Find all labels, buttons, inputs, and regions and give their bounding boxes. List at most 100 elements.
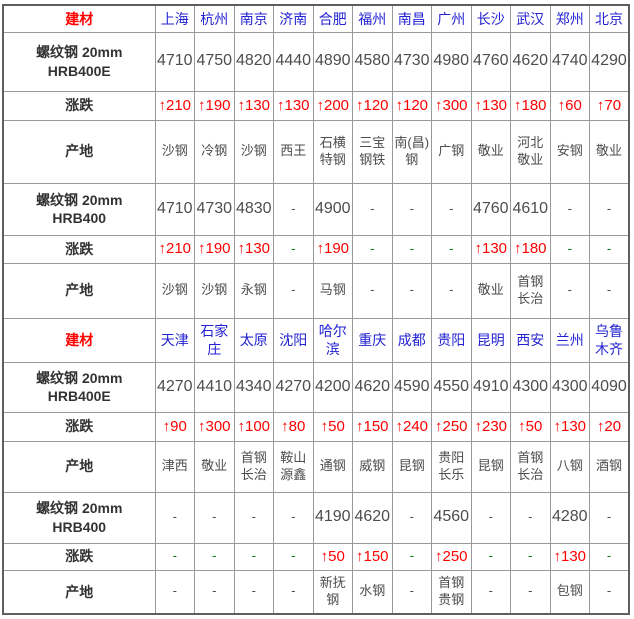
price-cell: 4290 [589, 31, 630, 92]
row-label-cell: 产地 [2, 262, 156, 319]
origin-cell: 首钢长治 [510, 262, 551, 319]
origin-cell: 威钢 [352, 440, 393, 493]
row-label-cell: 涨跌 [2, 542, 156, 571]
price-cell: 4620 [510, 31, 551, 92]
city-header-cell: 郑州 [549, 4, 590, 33]
origin-cell: 包钢 [549, 569, 590, 615]
price-cell: 4830 [233, 182, 274, 236]
origin-cell: 敬业 [470, 262, 511, 319]
city-header-cell: 昆明 [470, 317, 511, 363]
price-cell: - [589, 491, 630, 544]
origin-cell: - [194, 569, 235, 615]
origin-cell: 首钢贵钢 [431, 569, 472, 615]
origin-cell: 马钢 [312, 262, 353, 319]
change-cell: ↑50 [312, 542, 353, 571]
origin-cell: 津西 [154, 440, 195, 493]
city-header-cell: 重庆 [352, 317, 393, 363]
change-cell: ↑80 [273, 411, 314, 442]
change-cell: ↑190 [312, 234, 353, 264]
origin-row: 产地 沙钢 沙钢 永钢 - 马钢 - - - 敬业 首钢长治 - - [2, 262, 630, 319]
origin-cell: 沙钢 [194, 262, 235, 319]
price-cell: 4340 [233, 361, 274, 413]
origin-cell: - [589, 569, 630, 615]
change-cell: - [233, 542, 274, 571]
price-cell: 4740 [549, 31, 590, 92]
price-row: 螺纹钢 20mm HRB400 4710 4730 4830-4900- - -4760 4… [2, 182, 630, 236]
change-cell: ↑250 [431, 411, 472, 442]
change-cell: ↑100 [233, 411, 274, 442]
change-row: 涨跌 ↑210 ↑190 ↑130- ↑190- - - ↑130 ↑180- - [2, 234, 630, 264]
price-cell: - [589, 182, 630, 236]
change-cell: ↑150 [352, 542, 393, 571]
city-header-cell: 西安 [510, 317, 551, 363]
city-header-cell: 广州 [431, 4, 472, 33]
origin-cell: - [273, 262, 314, 319]
change-row: 涨跌 ↑90 ↑300 ↑100 ↑80 ↑50 ↑150 ↑240 ↑250 ↑230 ↑50 ↑1… [2, 411, 630, 442]
change-cell: ↑210 [154, 90, 195, 121]
origin-cell: 石横特钢 [312, 119, 353, 184]
price-cell: - [470, 491, 511, 544]
change-cell: - [589, 542, 630, 571]
price-cell: 4750 [194, 31, 235, 92]
city-header-cell: 上海 [154, 4, 195, 33]
origin-cell: 通钢 [312, 440, 353, 493]
price-cell: 4980 [431, 31, 472, 92]
price-cell: - [510, 491, 551, 544]
steel-price-table: 建材 上海 杭州 南京 济南 合肥 福州 南昌 广州 长沙 武汉 郑州 北京 螺纹钢 20mm HRB40… [2, 4, 630, 615]
origin-cell: 安钢 [549, 119, 590, 184]
origin-cell: 首钢长治 [233, 440, 274, 493]
material-header-cell: 建材 [2, 4, 156, 33]
row-label-cell: 产地 [2, 569, 156, 615]
origin-cell: 南(昌)钢 [391, 119, 432, 184]
origin-cell: 广钢 [431, 119, 472, 184]
change-cell: - [352, 234, 393, 264]
origin-cell: 八钢 [549, 440, 590, 493]
material-header-cell: 建材 [2, 317, 156, 363]
city-header-cell: 长沙 [470, 4, 511, 33]
price-cell: - [391, 491, 432, 544]
change-cell: ↑150 [352, 411, 393, 442]
change-cell: ↑130 [273, 90, 314, 121]
price-cell: 4820 [233, 31, 274, 92]
origin-cell: 沙钢 [154, 119, 195, 184]
change-cell: - [391, 542, 432, 571]
change-cell: - [470, 542, 511, 571]
price-cell: - [352, 182, 393, 236]
price-cell: 4090 [589, 361, 630, 413]
row-label-cell: 产地 [2, 119, 156, 184]
price-cell: 4730 [194, 182, 235, 236]
price-cell: 4440 [273, 31, 314, 92]
origin-cell: - [549, 262, 590, 319]
origin-cell: - [273, 569, 314, 615]
change-cell: - [391, 234, 432, 264]
origin-cell: 新抚钢 [312, 569, 353, 615]
price-cell: - [194, 491, 235, 544]
origin-cell: 敬业 [194, 440, 235, 493]
origin-row: 产地 - - - - 新抚钢 水钢 - 首钢贵钢 - - 包钢 - [2, 569, 630, 615]
change-row: 涨跌 ↑210 ↑190 ↑130 ↑130 ↑200 ↑120 ↑120 ↑300 ↑130 ↑1… [2, 90, 630, 121]
price-cell: 4590 [391, 361, 432, 413]
origin-cell: - [391, 569, 432, 615]
origin-cell: 水钢 [352, 569, 393, 615]
price-cell: - [431, 182, 472, 236]
price-cell: 4890 [312, 31, 353, 92]
price-cell: 4410 [194, 361, 235, 413]
price-cell: 4300 [510, 361, 551, 413]
origin-cell: 沙钢 [154, 262, 195, 319]
row-label-cell: 螺纹钢 20mm HRB400 [2, 182, 156, 236]
change-cell: - [431, 234, 472, 264]
city-header-cell: 北京 [589, 4, 630, 33]
price-cell: 4560 [431, 491, 472, 544]
price-cell: 4710 [154, 31, 195, 92]
price-cell: 4270 [273, 361, 314, 413]
origin-cell: 西王 [273, 119, 314, 184]
city-header-cell: 武汉 [510, 4, 551, 33]
origin-cell: 首钢长治 [510, 440, 551, 493]
price-cell: 4300 [549, 361, 590, 413]
city-header-cell: 杭州 [194, 4, 235, 33]
city-header-cell: 成都 [391, 317, 432, 363]
city-header-cell: 兰州 [549, 317, 590, 363]
origin-cell: 永钢 [233, 262, 274, 319]
price-cell: - [391, 182, 432, 236]
change-cell: - [549, 234, 590, 264]
